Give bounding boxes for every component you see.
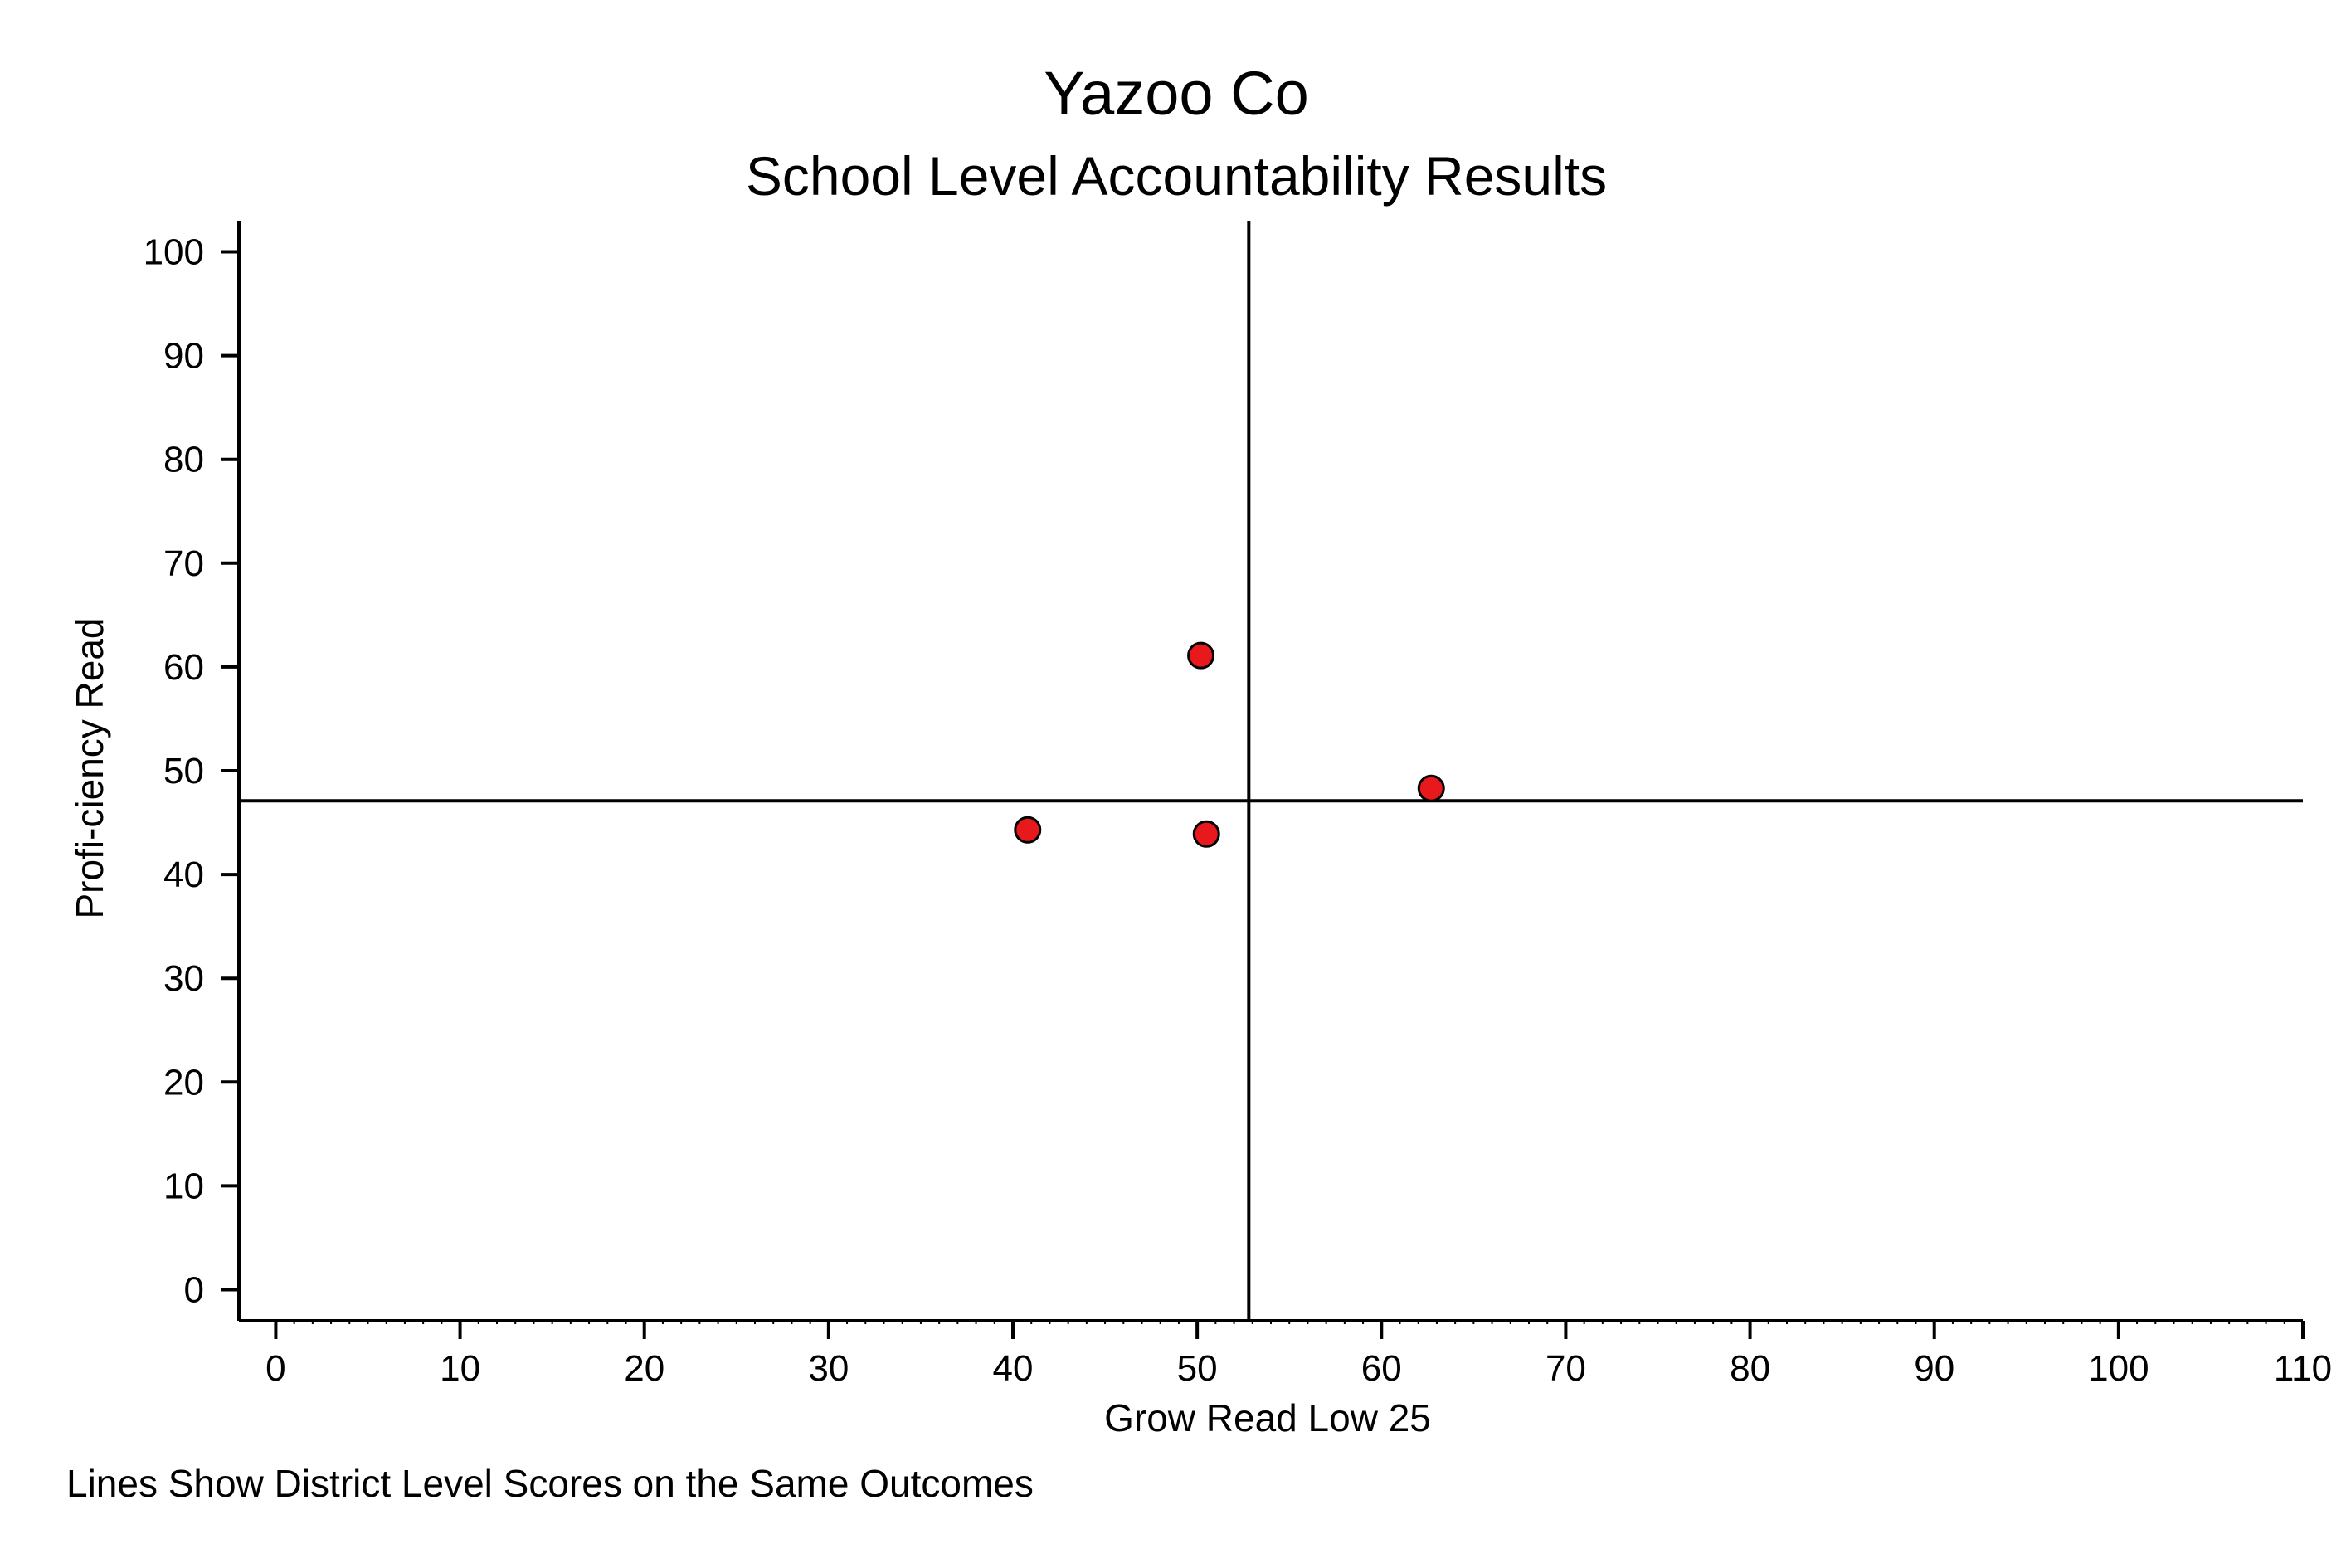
x-tick-label: 100 (2088, 1348, 2149, 1389)
y-tick-label: 60 (163, 647, 204, 688)
y-tick-label: 0 (184, 1269, 204, 1310)
y-tick-label: 90 (163, 336, 204, 377)
y-tick-label: 30 (163, 958, 204, 999)
chart-subtitle: School Level Accountability Results (746, 145, 1607, 207)
y-tick-label: 80 (163, 440, 204, 480)
x-tick-label: 40 (993, 1348, 1034, 1389)
y-tick-label: 70 (163, 543, 204, 584)
y-axis-label: Profi-ciency Read (68, 617, 111, 918)
chart-note: Lines Show District Level Scores on the … (66, 1462, 1034, 1505)
x-tick-label: 50 (1177, 1348, 1218, 1389)
plot-area: 0 10 20 30 40 50 60 70 80 90 100 0 10 20 30 40 50 60 70 80 9… (144, 221, 2332, 1389)
x-tick-label: 110 (2274, 1348, 2332, 1389)
x-tick-label: 80 (1730, 1348, 1770, 1389)
y-tick-label: 40 (163, 855, 204, 895)
y-tick-label: 20 (163, 1062, 204, 1103)
scatter-point (1192, 820, 1220, 848)
y-tick-label: 100 (144, 232, 204, 273)
x-tick-label: 60 (1361, 1348, 1402, 1389)
x-tick-label: 90 (1914, 1348, 1954, 1389)
x-axis-label: Grow Read Low 25 (1104, 1396, 1431, 1439)
scatter-point (1417, 774, 1445, 802)
y-tick-label: 50 (163, 751, 204, 791)
chart-title: Yazoo Co (1044, 59, 1309, 128)
x-tick-label: 0 (265, 1348, 285, 1389)
x-tick-label: 20 (624, 1348, 664, 1389)
scatter-point (1014, 816, 1042, 844)
x-tick-label: 10 (440, 1348, 480, 1389)
scatter-point (1187, 641, 1215, 670)
y-tick-label: 10 (163, 1166, 204, 1206)
x-tick-label: 30 (808, 1348, 849, 1389)
x-tick-label: 70 (1545, 1348, 1586, 1389)
